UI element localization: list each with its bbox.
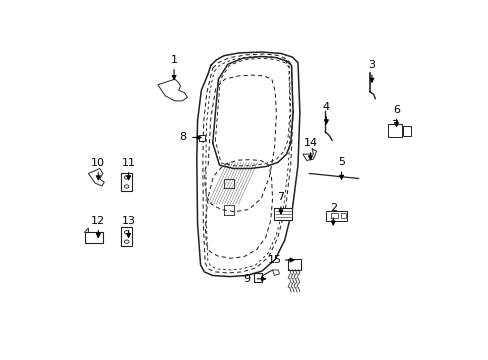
FancyBboxPatch shape (274, 208, 292, 220)
Text: 9: 9 (243, 274, 250, 284)
Polygon shape (272, 270, 279, 275)
FancyBboxPatch shape (402, 126, 410, 136)
FancyBboxPatch shape (287, 258, 301, 270)
Text: 1: 1 (170, 55, 177, 65)
Text: 7: 7 (277, 192, 284, 202)
Bar (84, 232, 102, 243)
Bar (199, 135, 204, 141)
Text: 10: 10 (91, 158, 105, 168)
Polygon shape (88, 168, 104, 186)
FancyBboxPatch shape (326, 211, 346, 221)
Bar (253, 273, 262, 282)
FancyBboxPatch shape (330, 213, 337, 219)
FancyBboxPatch shape (340, 213, 346, 219)
Text: 8: 8 (179, 132, 185, 143)
Text: 12: 12 (91, 216, 105, 226)
Text: 2: 2 (329, 203, 336, 213)
Text: 4: 4 (322, 102, 329, 112)
Circle shape (124, 231, 129, 234)
Bar (121, 227, 132, 246)
Text: 14: 14 (303, 138, 317, 148)
Text: 15: 15 (268, 255, 282, 265)
Circle shape (124, 240, 129, 243)
Text: 11: 11 (122, 158, 135, 168)
Text: 13: 13 (122, 216, 135, 226)
Text: 3: 3 (367, 60, 375, 70)
Bar (121, 173, 132, 191)
Text: 6: 6 (392, 105, 399, 115)
Text: 5: 5 (337, 157, 345, 167)
FancyBboxPatch shape (387, 124, 401, 138)
Polygon shape (158, 79, 187, 101)
Circle shape (124, 176, 129, 179)
Circle shape (124, 185, 129, 188)
Polygon shape (302, 149, 316, 161)
